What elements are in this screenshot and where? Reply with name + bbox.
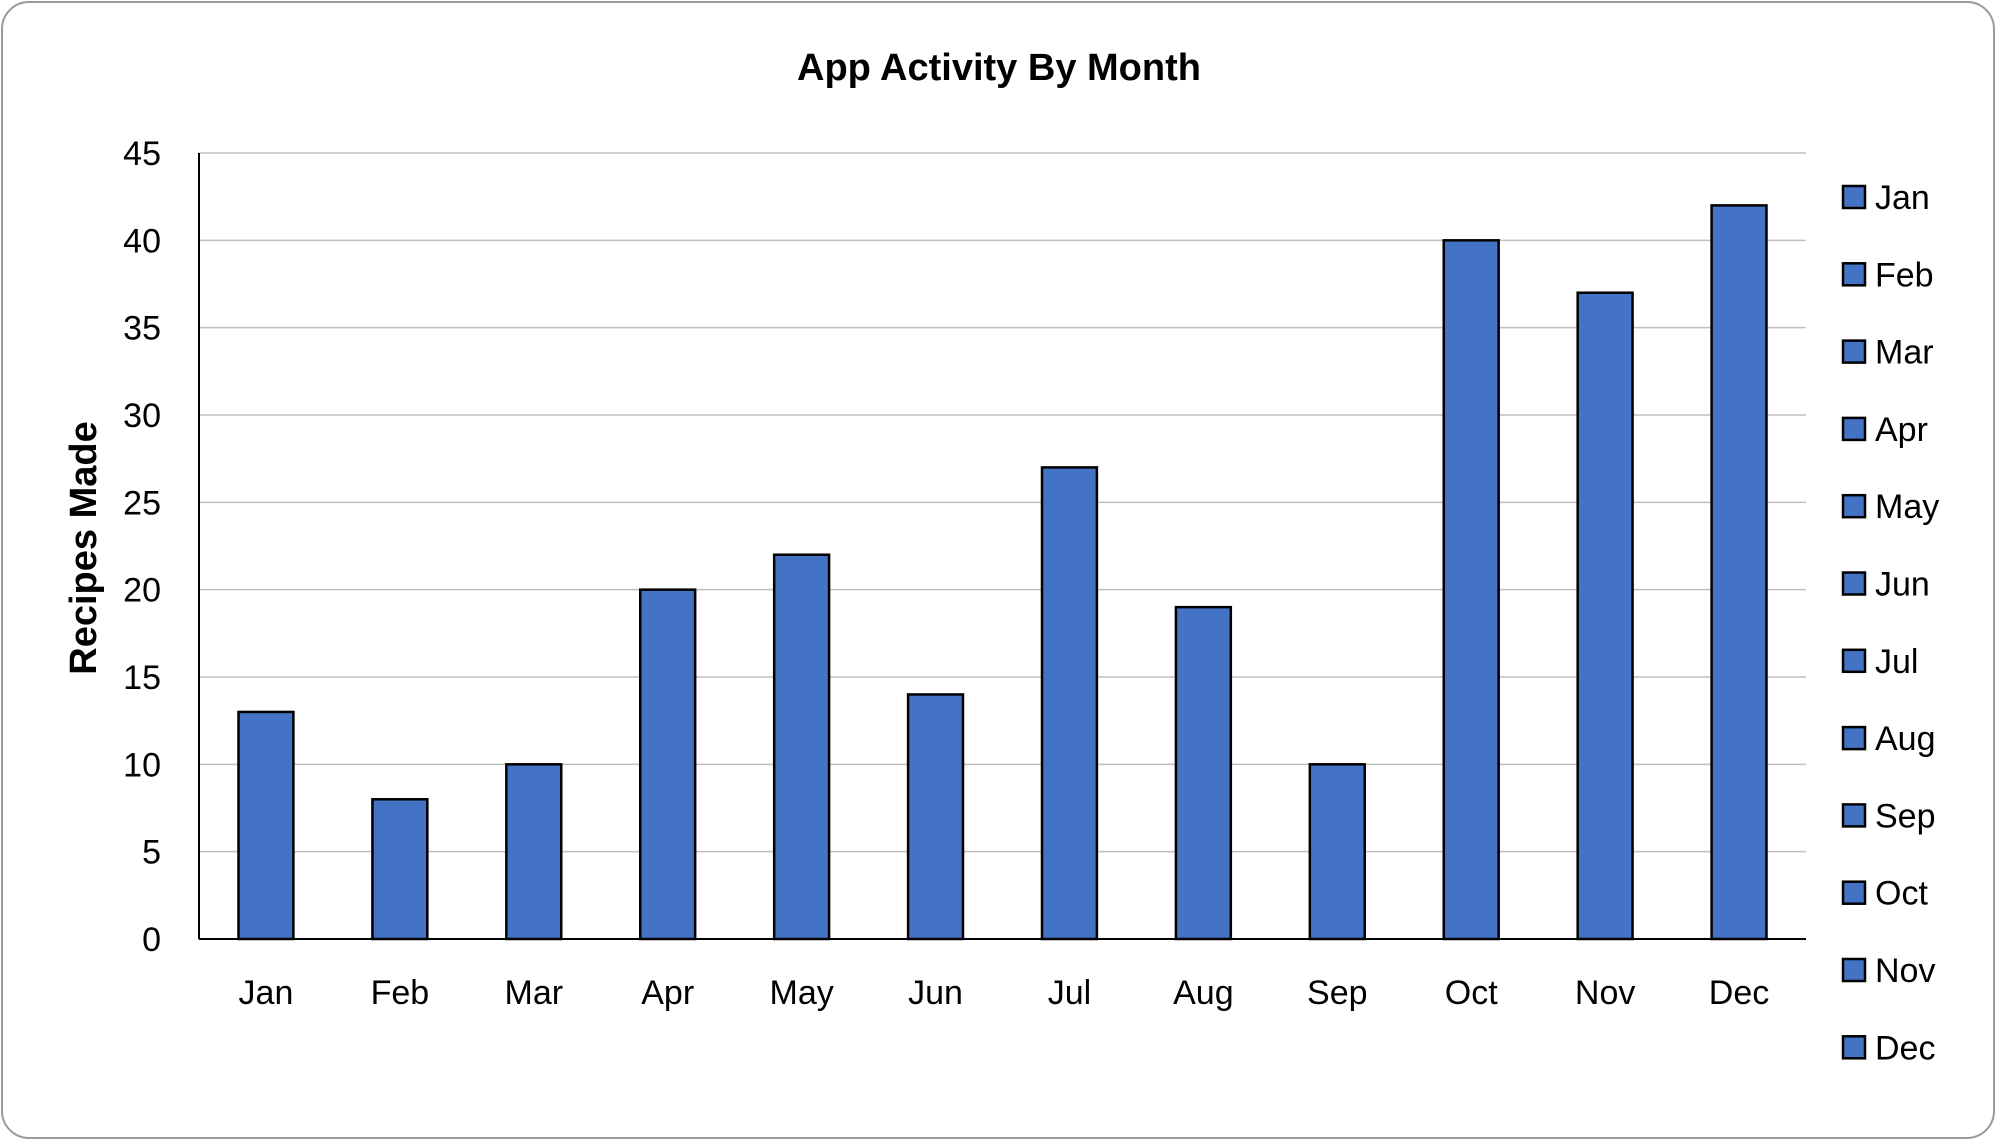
legend-entry: Mar [1875,334,1934,372]
bar-may [772,553,831,941]
legend-entry: Sep [1875,797,1936,835]
legend-entry: Jul [1875,643,1918,681]
legend-swatch [1841,803,1867,828]
bar-apr [639,588,697,941]
x-tick-label: Jul [1048,974,1091,1012]
x-tick-labels: Jan Feb Mar Apr May Jun Jul Aug Sep Oct Nov Dec [239,974,1770,1012]
bar-mar [505,763,563,941]
y-tick-label: 15 [123,659,161,697]
x-tick-label: Jan [239,974,294,1012]
y-tick-label: 30 [123,397,161,435]
y-tick-label: 25 [123,484,161,522]
y-tick-labels: 0 5 10 15 20 25 30 35 40 45 [123,135,161,959]
y-tick-label: 0 [142,921,161,959]
bar-nov [1576,291,1634,941]
x-tick-label: Feb [371,974,430,1012]
y-axis-label: Recipes Made [63,421,105,674]
legend-entry: Jun [1875,566,1930,604]
x-tick-label: Nov [1575,974,1635,1012]
gridlines [199,152,1806,853]
bar-jun [906,693,965,941]
x-tick-label: May [770,974,834,1012]
legend-swatch [1841,184,1867,210]
legend-swatch [1841,493,1867,519]
legend: Jan Feb Mar Apr May Jun Jul Aug Sep Oct Nov Dec [1841,179,1939,1067]
y-tick-label: 45 [123,135,161,173]
legend-entry: Oct [1875,875,1928,913]
bar-jul [1040,466,1099,941]
y-tick-label: 20 [123,572,161,610]
x-tick-label: Oct [1445,974,1498,1012]
y-tick-label: 35 [123,310,161,348]
legend-swatch [1841,1035,1867,1060]
legend-swatch [1841,416,1867,442]
chart-title: App Activity By Month [797,47,1201,89]
x-tick-label: Mar [505,974,564,1012]
legend-swatch [1841,725,1867,751]
legend-swatch [1841,339,1867,364]
legend-swatch [1841,571,1867,596]
x-tick-label: Jun [908,974,963,1012]
y-tick-label: 40 [123,222,161,260]
x-tick-label: Aug [1173,974,1234,1012]
x-tick-label: Sep [1307,974,1368,1012]
legend-swatch [1841,648,1867,674]
legend-entry: Aug [1875,720,1936,758]
legend-entry: May [1875,488,1939,526]
bar-aug [1174,605,1233,941]
legend-swatch [1841,262,1867,287]
bar-oct [1442,239,1500,941]
axes [198,153,1806,940]
legend-entry: Feb [1875,256,1934,294]
bar-feb [371,798,429,941]
bar-sep [1308,763,1366,941]
y-tick-label: 10 [123,746,161,784]
x-tick-label: Apr [641,974,694,1012]
legend-entry: Nov [1875,952,1935,990]
legend-swatch [1841,957,1867,983]
bar-dec [1710,204,1768,941]
x-tick-label: Dec [1709,974,1769,1012]
legend-entry: Apr [1875,411,1928,449]
bar-chart: App Activity By Month Recipes Made 0 5 10 1… [63,47,1939,1067]
bars [237,204,1768,941]
legend-entry: Jan [1875,179,1930,217]
legend-entry: Dec [1875,1029,1935,1067]
y-tick-label: 5 [142,834,161,872]
bar-jan [237,710,295,941]
legend-swatch [1841,880,1867,905]
